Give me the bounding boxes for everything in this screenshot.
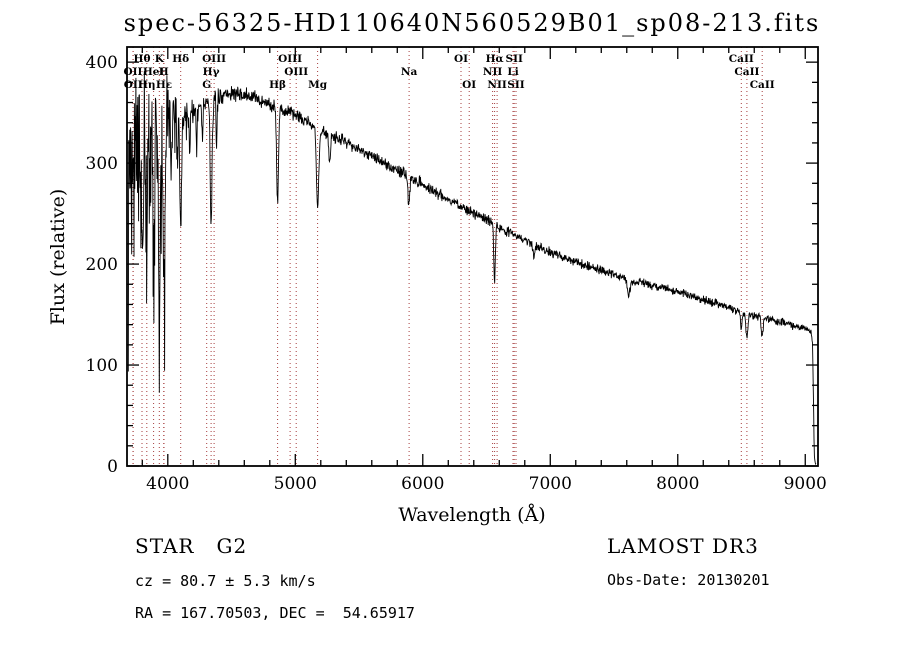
- spectral-line-label: OI: [454, 53, 468, 65]
- x-tick-label: 4000: [146, 474, 189, 494]
- spectral-line-label: OII: [124, 79, 143, 91]
- spectral-line-label: Hη: [138, 79, 156, 91]
- spectral-line-label: OIII: [284, 66, 308, 78]
- obs-date: Obs-Date: 20130201: [607, 571, 770, 589]
- page-title: spec-56325-HD110640N560529B01_sp08-213.f…: [124, 9, 821, 37]
- spectral-line-label: CaII: [734, 66, 759, 78]
- x-tick-label: 7000: [529, 474, 572, 494]
- spectral-line-label: Mg: [308, 79, 328, 91]
- x-axis-label: Wavelength (Å): [398, 504, 545, 526]
- spectral-line-label: SII: [505, 53, 522, 65]
- x-tick-label: 9000: [784, 474, 827, 494]
- spectral-line-label: CaII: [750, 79, 775, 91]
- spectrum-trace: [127, 71, 817, 466]
- spectral-line-label: CaII: [729, 53, 754, 65]
- spectral-line-label: Hδ: [172, 53, 189, 65]
- y-tick-label: 100: [86, 356, 118, 376]
- y-axis-label: Flux (relative): [47, 189, 69, 326]
- spectral-line-label: OII: [124, 66, 143, 78]
- spectral-line-label: Hθ: [134, 53, 151, 65]
- plot-frame: [126, 46, 819, 467]
- spectral-line-label: Hε: [156, 79, 172, 91]
- y-tick-label: 400: [86, 53, 118, 73]
- cz-value: cz = 80.7 ± 5.3 km/s: [135, 572, 316, 590]
- y-tick-label: 0: [107, 457, 118, 477]
- spectral-line-label: Hα: [486, 53, 504, 65]
- x-tick-label: 6000: [401, 474, 444, 494]
- plot-area: 4000 5000 6000 7000 8000 9000 0 100 200 300 400 Hθ K…: [86, 46, 827, 494]
- spectral-line-label: HeI: [143, 66, 165, 78]
- spectral-line-label: OIII: [202, 53, 226, 65]
- spectral-line-label: OIII: [278, 53, 302, 65]
- y-tick-label: 300: [86, 154, 118, 174]
- spectral-line-label: G: [202, 79, 211, 91]
- spectral-line-label: NII: [487, 79, 507, 91]
- spectral-line-label: SII: [507, 79, 524, 91]
- ra-dec-value: RA = 167.70503, DEC = 54.65917: [135, 604, 415, 622]
- object-class-label: STAR G2: [135, 534, 247, 558]
- y-tick-label: 200: [86, 255, 118, 275]
- x-tick-label: 8000: [656, 474, 699, 494]
- survey-release-label: LAMOST DR3: [607, 534, 759, 558]
- spectral-line-label: NII: [483, 66, 503, 78]
- spectral-line-label: OI: [462, 79, 476, 91]
- spectral-line-label: Hγ: [203, 66, 220, 78]
- spectral-line-label: H: [159, 66, 169, 78]
- spectral-line-label: Hβ: [269, 79, 286, 91]
- spectral-line-label: Li: [507, 66, 518, 78]
- x-tick-label: 5000: [274, 474, 317, 494]
- spectral-line-label: Na: [401, 66, 418, 78]
- spectral-line-label: K: [155, 53, 165, 65]
